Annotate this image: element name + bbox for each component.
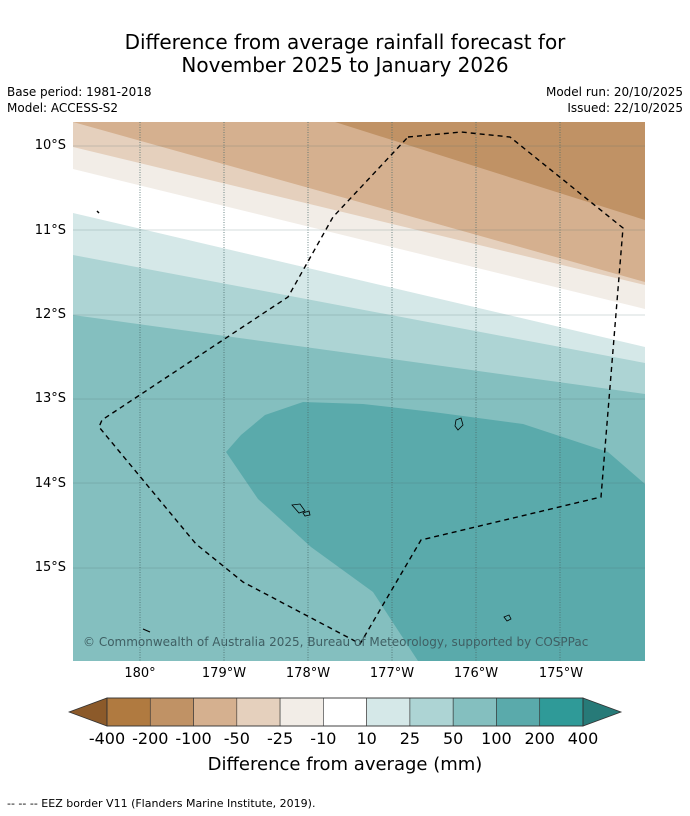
colorbar-cell (452, 697, 497, 727)
band-50-100 (73, 312, 645, 661)
band-neg10-10 (73, 164, 645, 347)
colorbar-tick-label: -100 (175, 729, 212, 748)
band-neg200-neg100 (335, 122, 645, 220)
colorbar-cell (106, 697, 151, 727)
lat-label: 15°S (34, 560, 66, 575)
lat-label: 13°S (34, 391, 66, 406)
colorbar-cell (149, 697, 194, 727)
lon-label: 178°W (285, 666, 331, 681)
colorbar-cell (366, 697, 411, 727)
band-neg50-neg25 (73, 122, 645, 285)
lat-label: 12°S (34, 307, 66, 322)
base-period: Base period: 1981-2018 (7, 85, 152, 99)
colorbar-tick-label: -50 (223, 729, 250, 748)
colorbar-extend-high (582, 697, 623, 727)
island-vavau (454, 417, 464, 431)
issued-date: Issued: 22/10/2025 (567, 101, 683, 115)
colorbar-extend-low (68, 697, 108, 727)
title-line-1: Difference from average rainfall forecas… (124, 30, 566, 54)
island-haapai (291, 503, 306, 514)
lat-gridlines (73, 145, 645, 569)
island-haapai-small (302, 510, 311, 517)
island-east (503, 614, 512, 622)
colorbar-tick-label: 400 (567, 729, 599, 748)
colorbar-cell (323, 697, 367, 727)
lat-label: 11°S (34, 223, 66, 238)
copyright-notice: © Commonwealth of Australia 2025, Bureau… (83, 635, 589, 649)
colorbar-cell (279, 697, 324, 727)
chart-title: Difference from average rainfall forecas… (0, 31, 690, 77)
colorbar-tick-label: -10 (310, 729, 337, 748)
lon-label: 175°W (538, 666, 584, 681)
colorbar-tick-label: -25 (267, 729, 294, 748)
colorbar-tick-label: 200 (524, 729, 555, 748)
lon-label: 179°W (201, 666, 247, 681)
model-run: Model run: 20/10/2025 (545, 85, 683, 99)
band-25-50 (73, 252, 645, 394)
meta-right: Model run: 20/10/2025 Issued: 22/10/2025 (546, 84, 683, 116)
colorbar-tick-label: 100 (481, 729, 512, 748)
eez-legend: -- -- -- EEZ border V11 (Flanders Marine… (7, 797, 316, 810)
colorbar-cell (539, 697, 584, 727)
colorbar-tick-label: 25 (399, 729, 421, 748)
colorbar-cell (409, 697, 454, 727)
colorbar-cell (236, 697, 281, 727)
colorbar-title: Difference from average (mm) (207, 754, 483, 775)
lon-label: 177°W (369, 666, 415, 681)
eez-border (98, 131, 624, 645)
colorbar-cell (496, 697, 541, 727)
colorbar-cell (193, 697, 238, 727)
colorbar-tick-label: -400 (88, 729, 126, 748)
island-sw-fleck (142, 628, 151, 633)
lon-label: 176°W (453, 666, 499, 681)
lat-label: 10°S (34, 138, 66, 153)
colorbar (68, 697, 623, 727)
colorbar-tick-label: 10 (356, 729, 377, 748)
model-name: Model: ACCESS-S2 (7, 101, 119, 115)
lon-label: 180° (124, 666, 156, 681)
colorbar-tick-label: 50 (442, 729, 464, 748)
map-panel[interactable]: © Commonwealth of Australia 2025, Bureau… (73, 122, 645, 661)
meta-left: Base period: 1981-2018 Model: ACCESS-S2 (7, 84, 152, 116)
island-north-fleck (96, 210, 100, 214)
title-line-2: November 2025 to January 2026 (181, 53, 509, 77)
lat-label: 14°S (34, 476, 66, 491)
colorbar-tick-label: -200 (132, 729, 169, 748)
rainfall-map (73, 122, 645, 661)
band-10-25 (73, 210, 645, 363)
